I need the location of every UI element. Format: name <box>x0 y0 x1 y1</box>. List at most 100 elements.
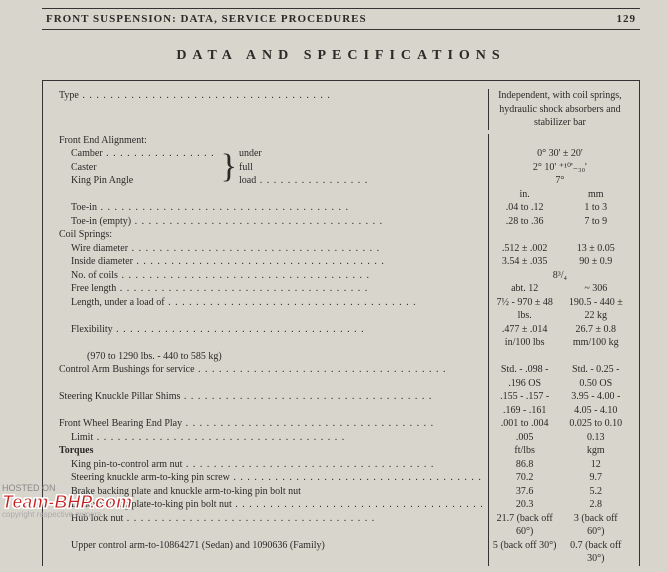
brace-icon: } <box>221 152 237 183</box>
table-row: Limit .005 0.13 <box>55 431 631 445</box>
underload-mm: 190.5 - 440 ± 22 kg <box>561 296 631 323</box>
camber-val: 0° 30' ± 20' <box>488 147 631 161</box>
table-row: Toe-in .04 to .12 1 to 3 <box>55 201 631 215</box>
fwb-in: .001 to .004 <box>488 417 560 431</box>
limit-in: .005 <box>488 431 560 445</box>
alignment-group: Camber Caster King Pin Angle } under ful… <box>59 147 484 188</box>
rule-top <box>42 8 640 9</box>
fea-heading: Front End Alignment: <box>55 134 488 148</box>
kingpin-label: King Pin Angle <box>59 174 215 188</box>
freelen-label: Free length <box>59 282 368 296</box>
flex-in: .477 ± .014 in/100 lbs <box>488 323 560 350</box>
page-number: 129 <box>617 13 637 25</box>
running-header: FRONT SUSPENSION: DATA, SERVICE PROCEDUR… <box>42 13 640 29</box>
toein-mm: 1 to 3 <box>561 201 631 215</box>
limit-label: Limit <box>59 431 345 445</box>
main-title: DATA AND SPECIFICATIONS <box>42 48 640 64</box>
type-value: Independent, with coil springs, hydrauli… <box>488 89 631 130</box>
shims-label: Steering Knuckle Pillar Shims <box>59 391 432 402</box>
toein-empty-mm: 7 to 9 <box>561 215 631 229</box>
load-label: load <box>239 174 368 188</box>
t2-kg: 9.7 <box>561 471 631 485</box>
spec-table: Type Independent, with coil springs, hyd… <box>55 89 631 566</box>
control-arm-label: Control Arm Bushings for service <box>59 364 447 375</box>
col-in: in. <box>488 188 560 202</box>
table-row: Wire diameter .512 ± .002 13 ± 0.05 <box>55 242 631 256</box>
table-row: Length, under a load of 7½ - 970 ± 48 lb… <box>55 296 631 323</box>
toein-in: .04 to .12 <box>488 201 560 215</box>
under-label: under <box>239 147 368 161</box>
table-row: Free length abt. 12 ~ 306 <box>55 282 631 296</box>
t5-ft: 21.7 (back off 60°) <box>488 512 560 539</box>
t6-ft: 5 (back off 30°) <box>488 539 560 566</box>
shims-mm: 3.95 - 4.00 - 4.05 - 4.10 <box>561 390 631 417</box>
table-row: King pin-to-control arm nut 86.8 12 <box>55 458 631 472</box>
table-row: Control Arm Bushings for service Std. - … <box>55 363 631 390</box>
coil-heading: Coil Springs: <box>55 228 488 242</box>
table-row: Hub lock nut 21.7 (back off 60°) 3 (back… <box>55 512 631 539</box>
brand-logo: Team-BHP.com <box>2 493 132 511</box>
table-row: Brake backing plate and knuckle arm-to-k… <box>55 485 631 499</box>
copyright-note: copyright respective owners <box>2 511 132 519</box>
table-row: Brake backing plate-to-king pin bolt nut… <box>55 498 631 512</box>
kingpin-val: 7° <box>488 174 631 188</box>
t3-ft: 37.6 <box>488 485 560 499</box>
toein-label: Toe-in <box>59 201 349 215</box>
table-row: (970 to 1290 lbs. - 440 to 585 kg) <box>55 350 631 364</box>
table-row: Camber Caster King Pin Angle } under ful… <box>55 147 631 161</box>
table-row: Type Independent, with coil springs, hyd… <box>55 89 631 130</box>
flex-note: (970 to 1290 lbs. - 440 to 585 kg) <box>59 350 222 364</box>
coils-label: No. of coils <box>59 269 370 283</box>
table-row: Steering knuckle arm-to-king pin screw 7… <box>55 471 631 485</box>
t4-kg: 2.8 <box>561 498 631 512</box>
t1-kg: 12 <box>561 458 631 472</box>
col-kgm: kgm <box>561 444 631 458</box>
t1-ft: 86.8 <box>488 458 560 472</box>
t1-label: King pin-to-control arm nut <box>59 458 434 472</box>
inside-mm: 90 ± 0.9 <box>561 255 631 269</box>
camber-label: Camber <box>59 147 215 161</box>
coils-val: 8³/₄ <box>488 269 631 283</box>
flex-label: Flexibility <box>59 323 365 337</box>
rule-bottom <box>42 29 640 30</box>
table-row: Inside diameter 3.54 ± .035 90 ± 0.9 <box>55 255 631 269</box>
caster-label: Caster <box>59 161 215 175</box>
freelen-mm: ~ 306 <box>561 282 631 296</box>
fwb-heading: Front Wheel Bearing End Play <box>59 418 434 429</box>
t2-ft: 70.2 <box>488 471 560 485</box>
underload-label: Length, under a load of <box>59 296 417 310</box>
wire-in: .512 ± .002 <box>488 242 560 256</box>
t3-kg: 5.2 <box>561 485 631 499</box>
watermark: HOSTED ON Team-BHP.com copyright respect… <box>2 484 132 519</box>
col-mm: mm <box>561 188 631 202</box>
torques-heading: Torques <box>55 444 488 458</box>
wire-label: Wire diameter <box>59 242 380 256</box>
wire-mm: 13 ± 0.05 <box>561 242 631 256</box>
t2-label: Steering knuckle arm-to-king pin screw <box>59 471 482 485</box>
t5-kg: 3 (back off 60°) <box>561 512 631 539</box>
t6-kg: 0.7 (back off 30°) <box>561 539 631 566</box>
table-row: Toe-in (empty) .28 to .36 7 to 9 <box>55 215 631 229</box>
table-row: Coil Springs: <box>55 228 631 242</box>
table-row: No. of coils 8³/₄ <box>55 269 631 283</box>
table-row: Front Wheel Bearing End Play .001 to .00… <box>55 417 631 431</box>
table-row: Front End Alignment: <box>55 134 631 148</box>
caster-val: 2° 10' ⁺¹⁰'₋₃₀' <box>488 161 631 175</box>
table-row: in. mm <box>55 188 631 202</box>
t6-label: Upper control arm-to-10864271 (Sedan) an… <box>59 539 325 553</box>
header-title: FRONT SUSPENSION: DATA, SERVICE PROCEDUR… <box>46 13 367 25</box>
inside-in: 3.54 ± .035 <box>488 255 560 269</box>
type-label: Type <box>59 90 331 101</box>
table-row: Torques ft/lbs kgm <box>55 444 631 458</box>
flex-mm: 26.7 ± 0.8 mm/100 kg <box>561 323 631 350</box>
full-label: full <box>239 161 368 175</box>
freelen-in: abt. 12 <box>488 282 560 296</box>
toein-empty-label: Toe-in (empty) <box>59 215 383 229</box>
t4-ft: 20.3 <box>488 498 560 512</box>
fwb-mm: 0.025 to 0.10 <box>561 417 631 431</box>
col-ftlbs: ft/lbs <box>488 444 560 458</box>
limit-mm: 0.13 <box>561 431 631 445</box>
inside-label: Inside diameter <box>59 255 385 269</box>
control-arm-in: Std. - .098 - .196 OS <box>488 363 560 390</box>
table-row: Flexibility .477 ± .014 in/100 lbs 26.7 … <box>55 323 631 350</box>
